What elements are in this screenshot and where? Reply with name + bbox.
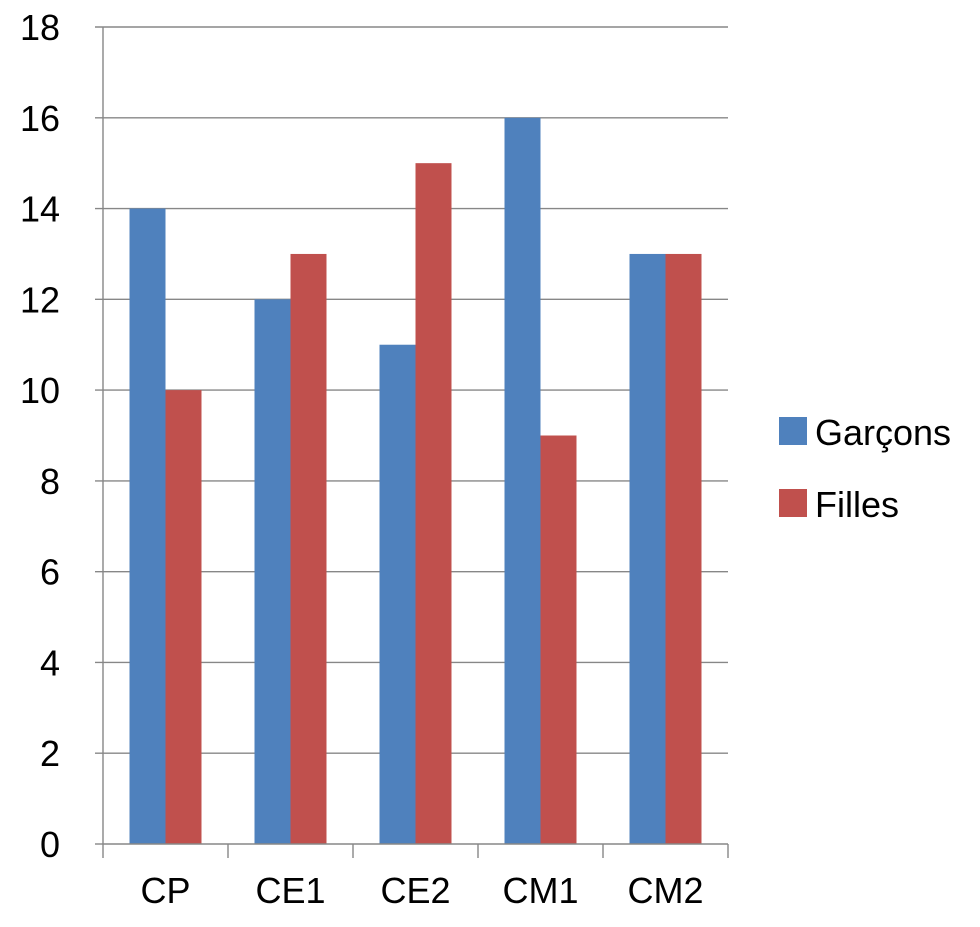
bar-garcons-cm2 bbox=[629, 253, 666, 844]
y-tick-label: 4 bbox=[40, 642, 60, 683]
legend-label: Garçons bbox=[815, 412, 951, 453]
legend-label: Filles bbox=[815, 484, 899, 525]
legend-swatch bbox=[779, 417, 807, 445]
y-tick-label: 0 bbox=[40, 824, 60, 865]
bar-garcons-cm1 bbox=[504, 117, 541, 845]
bar-filles-ce1 bbox=[290, 253, 327, 844]
x-tick-label: CE2 bbox=[380, 870, 450, 911]
y-tick-label: 10 bbox=[20, 370, 60, 411]
bars bbox=[129, 117, 702, 845]
bar-garcons-cp bbox=[129, 208, 166, 845]
bar-filles-cp bbox=[165, 390, 202, 844]
y-tick-label: 6 bbox=[40, 552, 60, 593]
legend: Garçons Filles bbox=[779, 412, 951, 525]
y-tick-label: 14 bbox=[20, 189, 60, 230]
bar-filles-cm1 bbox=[540, 435, 577, 844]
x-tick-label: CE1 bbox=[255, 870, 325, 911]
y-tick-label: 16 bbox=[20, 98, 60, 139]
y-tick-label: 2 bbox=[40, 733, 60, 774]
x-tick-labels: CP CE1 CE2 CM1 CM2 bbox=[140, 870, 703, 911]
y-tick-label: 12 bbox=[20, 279, 60, 320]
bar-filles-ce2 bbox=[415, 163, 452, 844]
bar-garcons-ce1 bbox=[254, 299, 291, 844]
y-tick-labels: 0 2 4 6 8 10 12 14 16 18 bbox=[20, 7, 60, 865]
x-tick-label: CM1 bbox=[502, 870, 578, 911]
legend-swatch bbox=[779, 489, 807, 517]
bar-filles-cm2 bbox=[665, 253, 702, 844]
x-tick-label: CM2 bbox=[627, 870, 703, 911]
bar-garcons-ce2 bbox=[379, 344, 416, 844]
x-tick-label: CP bbox=[140, 870, 190, 911]
axes bbox=[95, 27, 729, 858]
y-tick-label: 18 bbox=[20, 7, 60, 48]
y-tick-label: 8 bbox=[40, 461, 60, 502]
